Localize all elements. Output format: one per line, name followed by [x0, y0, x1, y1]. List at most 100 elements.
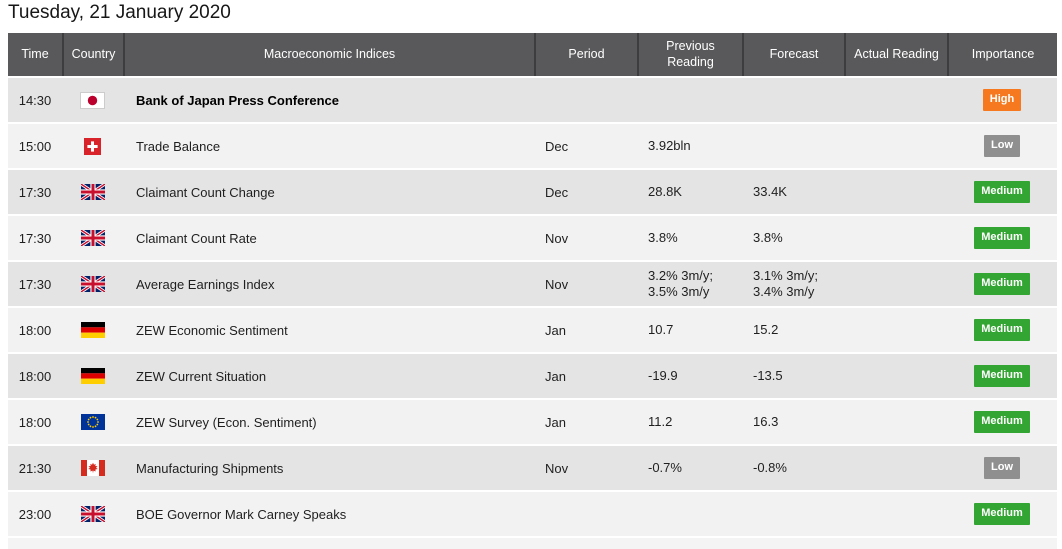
importance-badge: Medium — [974, 227, 1030, 249]
previous-reading-cell: 28.8K — [648, 183, 682, 199]
importance-badge: Medium — [974, 181, 1030, 203]
event-name-cell: ZEW Economic Sentiment — [136, 322, 288, 338]
forecast-cell: -13.5 — [753, 367, 783, 383]
period-cell — [534, 492, 637, 536]
time-cell: 21:30 — [18, 460, 52, 476]
period-cell: Dec — [545, 138, 569, 154]
importance-cell: High — [947, 78, 1057, 122]
importance-cell: Medium — [947, 308, 1057, 352]
time-cell: 18:00 — [18, 322, 52, 338]
country-cell — [62, 262, 123, 306]
country-cell — [62, 354, 123, 398]
forecast-cell: 15.2 — [753, 321, 779, 337]
column-header-actual-reading: Actual Reading — [844, 33, 947, 76]
column-header-forecast: Forecast — [742, 33, 844, 76]
table-row: 17:30 Claimant Count Change Dec 28.8K 33.4K M… — [8, 170, 1057, 214]
forecast-cell: -0.8% — [753, 459, 787, 475]
country-cell — [62, 170, 123, 214]
importance-badge: Medium — [974, 319, 1030, 341]
event-name-cell: Trade Balance — [136, 138, 221, 154]
forecast-cell — [742, 124, 844, 168]
forecast-cell: 16.3 — [753, 413, 779, 429]
flag-germany-icon — [80, 368, 105, 384]
column-header-indices: Macroeconomic Indices — [123, 33, 534, 76]
table-row: 23:00 BOE Governor Mark Carney Speaks Medi… — [8, 492, 1057, 536]
table-row: 17:30 Average Earnings Index Nov 3.2% 3m/y;… — [8, 262, 1057, 306]
actual-reading-cell — [844, 354, 947, 398]
time-cell: 15:00 — [18, 138, 52, 154]
previous-reading-cell: 3.92bln — [648, 137, 691, 153]
importance-cell: Medium — [947, 216, 1057, 260]
period-cell — [534, 78, 637, 122]
actual-reading-cell — [844, 78, 947, 122]
country-cell — [62, 124, 123, 168]
event-name-cell: ZEW Current Situation — [136, 368, 267, 384]
column-header-time: Time — [21, 46, 49, 61]
importance-cell: Low — [947, 446, 1057, 490]
flag-switzerland-icon — [84, 137, 101, 155]
event-name-cell: Claimant Count Change — [136, 184, 275, 200]
table-row: 18:00 ZEW Current Situation Jan -19.9 -13.5 M… — [8, 354, 1057, 398]
country-cell — [62, 78, 123, 122]
event-name-cell: Average Earnings Index — [136, 276, 275, 292]
economic-calendar-table: Time Country Macroeconomic Indices Perio… — [8, 33, 1057, 549]
table-row: 18:00 ZEW Survey (Econ. Sentiment) Jan 11.2… — [8, 400, 1057, 444]
forecast-cell: 3.1% 3m/y; 3.4% 3m/y — [753, 267, 819, 299]
previous-reading-cell — [637, 78, 742, 122]
flag-germany-icon — [80, 322, 105, 338]
actual-reading-cell — [844, 124, 947, 168]
event-name-cell: ZEW Survey (Econ. Sentiment) — [136, 414, 317, 430]
actual-reading-cell — [844, 262, 947, 306]
importance-cell: Medium — [947, 400, 1057, 444]
period-cell: Jan — [545, 368, 566, 384]
previous-reading-cell — [637, 492, 742, 536]
period-cell: Nov — [545, 276, 569, 292]
table-row: 17:30 Claimant Count Rate Nov 3.8% 3.8% Mediu… — [8, 216, 1057, 260]
previous-reading-cell: -0.7% — [648, 459, 682, 475]
importance-cell: Medium — [947, 170, 1057, 214]
period-cell: Jan — [545, 322, 566, 338]
importance-badge: Medium — [974, 273, 1030, 295]
country-cell — [62, 308, 123, 352]
time-cell: 17:30 — [18, 276, 52, 292]
page-title: Tuesday, 21 January 2020 — [8, 2, 231, 23]
time-cell: 18:00 — [18, 414, 52, 430]
forecast-cell — [742, 78, 844, 122]
importance-badge: Medium — [974, 411, 1030, 433]
table-row: 14:30 Bank of Japan Press Conference High — [8, 78, 1057, 122]
period-cell: Nov — [545, 460, 569, 476]
importance-badge: Medium — [974, 365, 1030, 387]
table-header-row: Time Country Macroeconomic Indices Perio… — [8, 33, 1057, 76]
importance-badge: Medium — [974, 503, 1030, 525]
event-name-cell: Bank of Japan Press Conference — [136, 92, 340, 108]
event-name-cell: Claimant Count Rate — [136, 230, 257, 246]
importance-badge: Low — [984, 135, 1020, 157]
time-cell: 14:30 — [18, 92, 52, 108]
previous-reading-cell: -19.9 — [648, 367, 678, 383]
time-cell: 17:30 — [18, 230, 52, 246]
table-row: 15:00 Trade Balance Dec 3.92bln Low — [8, 124, 1057, 168]
flag-united-kingdom-icon — [80, 506, 105, 522]
time-cell: 17:30 — [18, 184, 52, 200]
country-cell — [62, 492, 123, 536]
column-header-country: Country — [62, 33, 123, 76]
importance-badge: Low — [984, 457, 1020, 479]
importance-cell: Low — [947, 124, 1057, 168]
importance-cell: Medium — [947, 354, 1057, 398]
previous-reading-cell: 3.8% — [648, 229, 678, 245]
column-header-period: Period — [534, 33, 637, 76]
country-cell — [62, 446, 123, 490]
period-cell: Jan — [545, 414, 566, 430]
importance-cell: Medium — [947, 262, 1057, 306]
event-name-cell: Manufacturing Shipments — [136, 460, 284, 476]
time-cell: 18:00 — [18, 368, 52, 384]
flag-united-kingdom-icon — [80, 184, 105, 200]
flag-japan-icon — [80, 91, 105, 109]
actual-reading-cell — [844, 170, 947, 214]
previous-reading-cell: 3.2% 3m/y; 3.5% 3m/y — [648, 267, 714, 299]
partial-next-row — [8, 538, 1057, 549]
period-cell: Dec — [545, 184, 569, 200]
country-cell — [62, 216, 123, 260]
actual-reading-cell — [844, 308, 947, 352]
